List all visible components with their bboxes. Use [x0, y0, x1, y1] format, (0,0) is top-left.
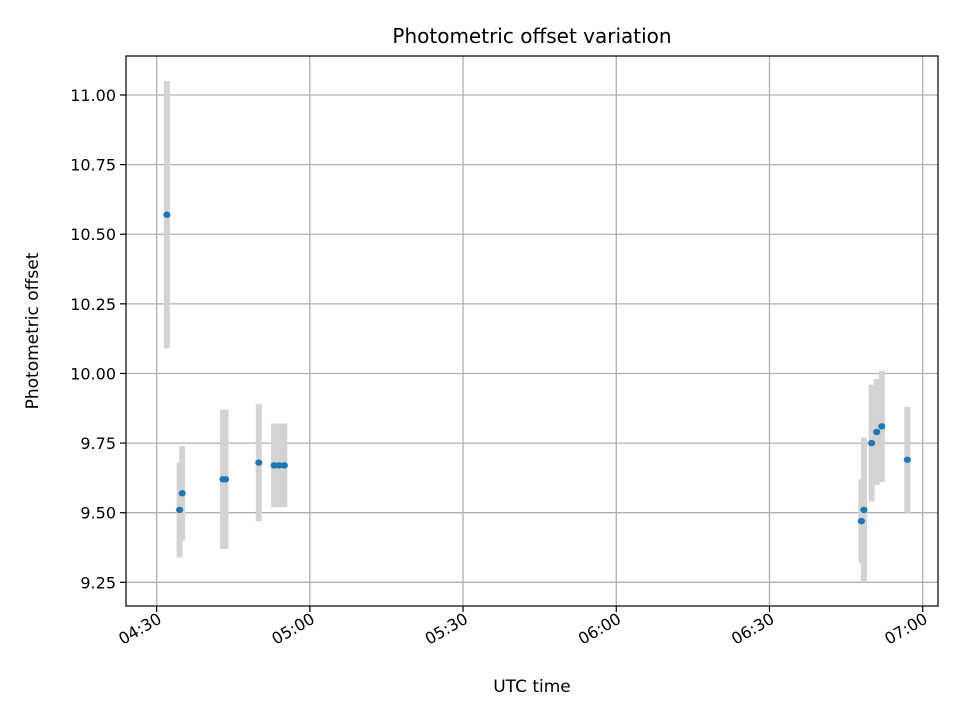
y-tick-label: 10.00 — [70, 364, 116, 383]
grid-layer — [126, 56, 938, 606]
data-point — [176, 506, 184, 514]
y-tick-label: 9.75 — [80, 434, 116, 453]
x-tick-label: 05:00 — [268, 609, 317, 649]
x-tick-label: 06:30 — [728, 609, 777, 649]
x-axis-label: UTC time — [493, 677, 571, 697]
y-tick-label: 10.50 — [70, 225, 116, 244]
errorbar-layer — [163, 81, 911, 583]
x-tick-label: 04:30 — [115, 609, 164, 649]
x-tick-label: 07:00 — [881, 609, 930, 649]
data-point — [221, 476, 230, 483]
data-point — [903, 456, 911, 463]
data-point — [163, 211, 171, 218]
data-point — [270, 462, 278, 469]
y-tick-label: 10.25 — [70, 295, 116, 314]
data-point — [878, 423, 886, 430]
data-point — [868, 439, 876, 447]
x-tick-label: 05:30 — [422, 609, 471, 649]
data-point — [873, 428, 881, 436]
point-layer — [163, 211, 911, 525]
y-axis-label: Photometric offset — [23, 252, 43, 409]
tick-layer: 04:30 05:00 05:30 06:00 06:30 07:00 9.25 9.50 9.… — [70, 86, 930, 649]
data-point — [280, 462, 288, 469]
y-tick-label: 9.50 — [80, 504, 116, 523]
data-point — [275, 462, 283, 469]
plot-frame — [125, 55, 939, 607]
x-tick-label: 06:00 — [575, 609, 624, 649]
data-point — [857, 517, 865, 525]
data-point — [178, 490, 186, 497]
y-tick-label: 11.00 — [70, 86, 116, 105]
y-tick-label: 10.75 — [70, 156, 116, 175]
y-tick-label: 9.25 — [80, 573, 116, 592]
data-point — [860, 506, 868, 514]
chart-title: Photometric offset variation — [392, 24, 671, 48]
data-point — [255, 459, 263, 466]
